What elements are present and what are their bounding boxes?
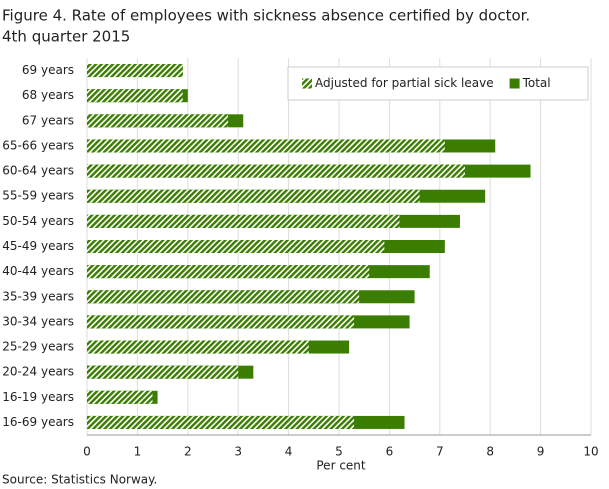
y-tick-label: 16-69 years (2, 415, 74, 429)
x-tick-label: 7 (436, 445, 444, 459)
bar (87, 265, 370, 279)
bar (87, 164, 465, 178)
bar (87, 315, 355, 329)
bar (87, 365, 239, 379)
source: Source: Statistics Norway. (2, 473, 157, 487)
y-tick-label: 67 years (22, 113, 74, 127)
bar (87, 89, 183, 103)
y-tick-label: 50-54 years (2, 214, 74, 228)
y-tick-label: 30-34 years (2, 314, 74, 328)
bar (87, 139, 445, 153)
x-tick-label: 1 (134, 445, 142, 459)
legend-swatch (509, 78, 520, 89)
x-tick-label: 10 (583, 445, 598, 459)
y-tick-label: 69 years (22, 63, 74, 77)
x-tick-label: 9 (537, 445, 545, 459)
legend-label: Adjusted for partial sick leave (315, 76, 494, 90)
y-tick-label: 40-44 years (2, 264, 74, 278)
legend-label: Total (522, 76, 551, 90)
bar (87, 64, 183, 78)
x-tick-label: 2 (184, 445, 192, 459)
x-tick-label: 3 (234, 445, 242, 459)
chart-subtitle: 4th quarter 2015 (2, 28, 130, 46)
x-tick-label: 6 (386, 445, 394, 459)
bar (87, 340, 309, 354)
x-axis-label: Per cent (316, 459, 366, 473)
y-tick-label: 55-59 years (2, 189, 74, 203)
x-tick-label: 4 (285, 445, 293, 459)
y-tick-label: 65-66 years (2, 138, 74, 152)
bar (87, 114, 229, 128)
y-tick-label: 45-49 years (2, 239, 74, 253)
y-tick-label: 16-19 years (2, 390, 74, 404)
x-tick-label: 8 (486, 445, 494, 459)
bar (87, 290, 360, 304)
x-tick-label: 5 (335, 445, 343, 459)
y-tick-label: 68 years (22, 88, 74, 102)
bar (87, 214, 400, 228)
y-tick-label: 60-64 years (2, 164, 74, 178)
legend-box (287, 66, 589, 101)
bar (87, 415, 355, 429)
y-tick-label: 25-29 years (2, 340, 74, 354)
bar (87, 390, 153, 404)
chart-title: Figure 4. Rate of employees with sicknes… (2, 7, 530, 25)
y-tick-label: 20-24 years (2, 365, 74, 379)
x-tick-label: 0 (83, 445, 91, 459)
bar (87, 240, 385, 253)
bar (87, 189, 420, 203)
legend-swatch (302, 78, 312, 89)
y-tick-label: 35-39 years (2, 289, 74, 303)
